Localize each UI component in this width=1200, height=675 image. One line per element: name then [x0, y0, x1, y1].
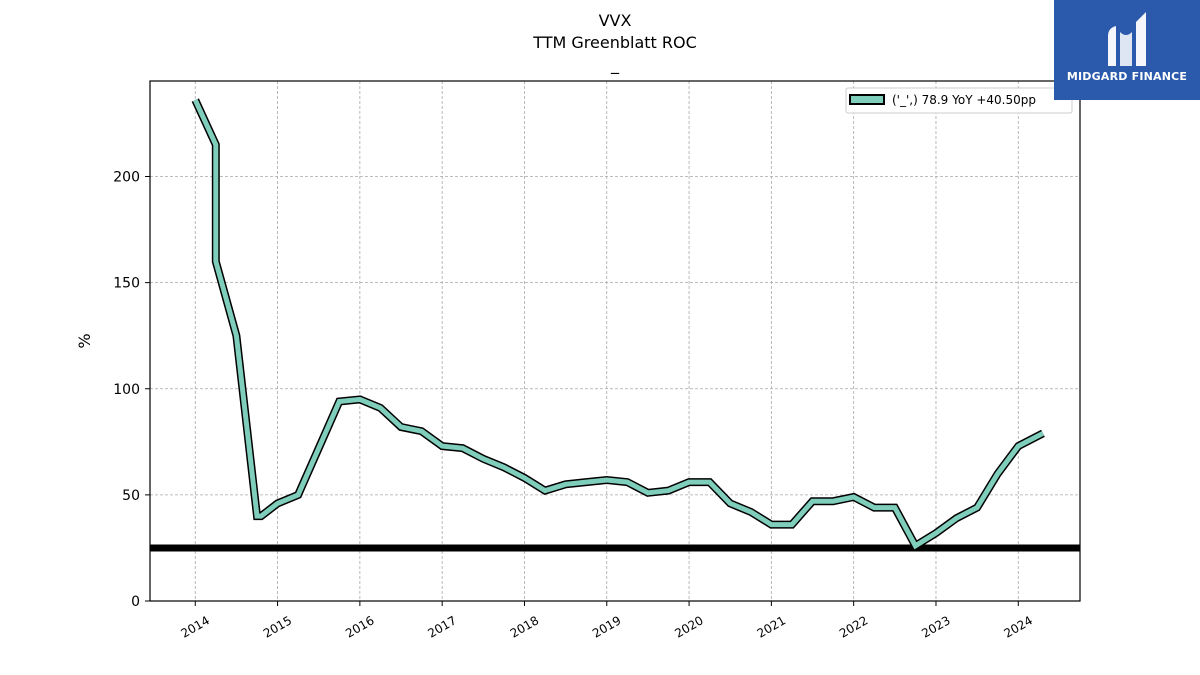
x-tick-label: 2016 [343, 613, 376, 640]
logo-mark-icon [1108, 12, 1146, 66]
plot-frame [149, 80, 1081, 602]
chart-subtitle: TTM Greenblatt ROC [532, 33, 697, 52]
series-line [193, 99, 1045, 550]
y-tick-label: 100 [113, 382, 140, 398]
y-axis-label: % [75, 333, 94, 348]
x-tick-label: 2022 [837, 613, 870, 640]
y-tick-label: 0 [131, 594, 140, 610]
x-tick-label: 2015 [261, 613, 294, 640]
x-tick-label: 2023 [919, 613, 952, 640]
legend: ('_',) 78.9 YoY +40.50pp [845, 87, 1073, 114]
y-ticks: 0 50 100 150 200 [113, 170, 150, 610]
x-tick-label: 2024 [1002, 613, 1035, 640]
x-tick-label: 2021 [755, 613, 788, 640]
x-ticks: 2014 2015 2016 2017 2018 2019 2020 2021 2022 2023… [179, 601, 1035, 641]
logo-text: MIDGARD FINANCE [1066, 70, 1188, 83]
x-tick-label: 2018 [508, 613, 541, 640]
legend-swatch [849, 94, 885, 105]
legend-label: ('_',) 78.9 YoY +40.50pp [892, 93, 1036, 107]
y-tick-label: 50 [122, 488, 140, 504]
x-tick-label: 2017 [425, 613, 458, 640]
legend-box [845, 87, 1073, 114]
midgard-finance-logo: MIDGARD FINANCE [1054, 0, 1200, 100]
series-layer [191, 98, 1045, 552]
y-tick-label: 200 [113, 170, 140, 186]
chart-subtitle-2: _ [610, 55, 620, 75]
grid [150, 81, 1080, 602]
x-tick-label: 2020 [672, 613, 705, 640]
x-tick-label: 2019 [590, 613, 623, 640]
chart-title: VVX [599, 11, 632, 30]
x-tick-label: 2014 [179, 613, 212, 640]
y-tick-label: 150 [113, 276, 140, 292]
